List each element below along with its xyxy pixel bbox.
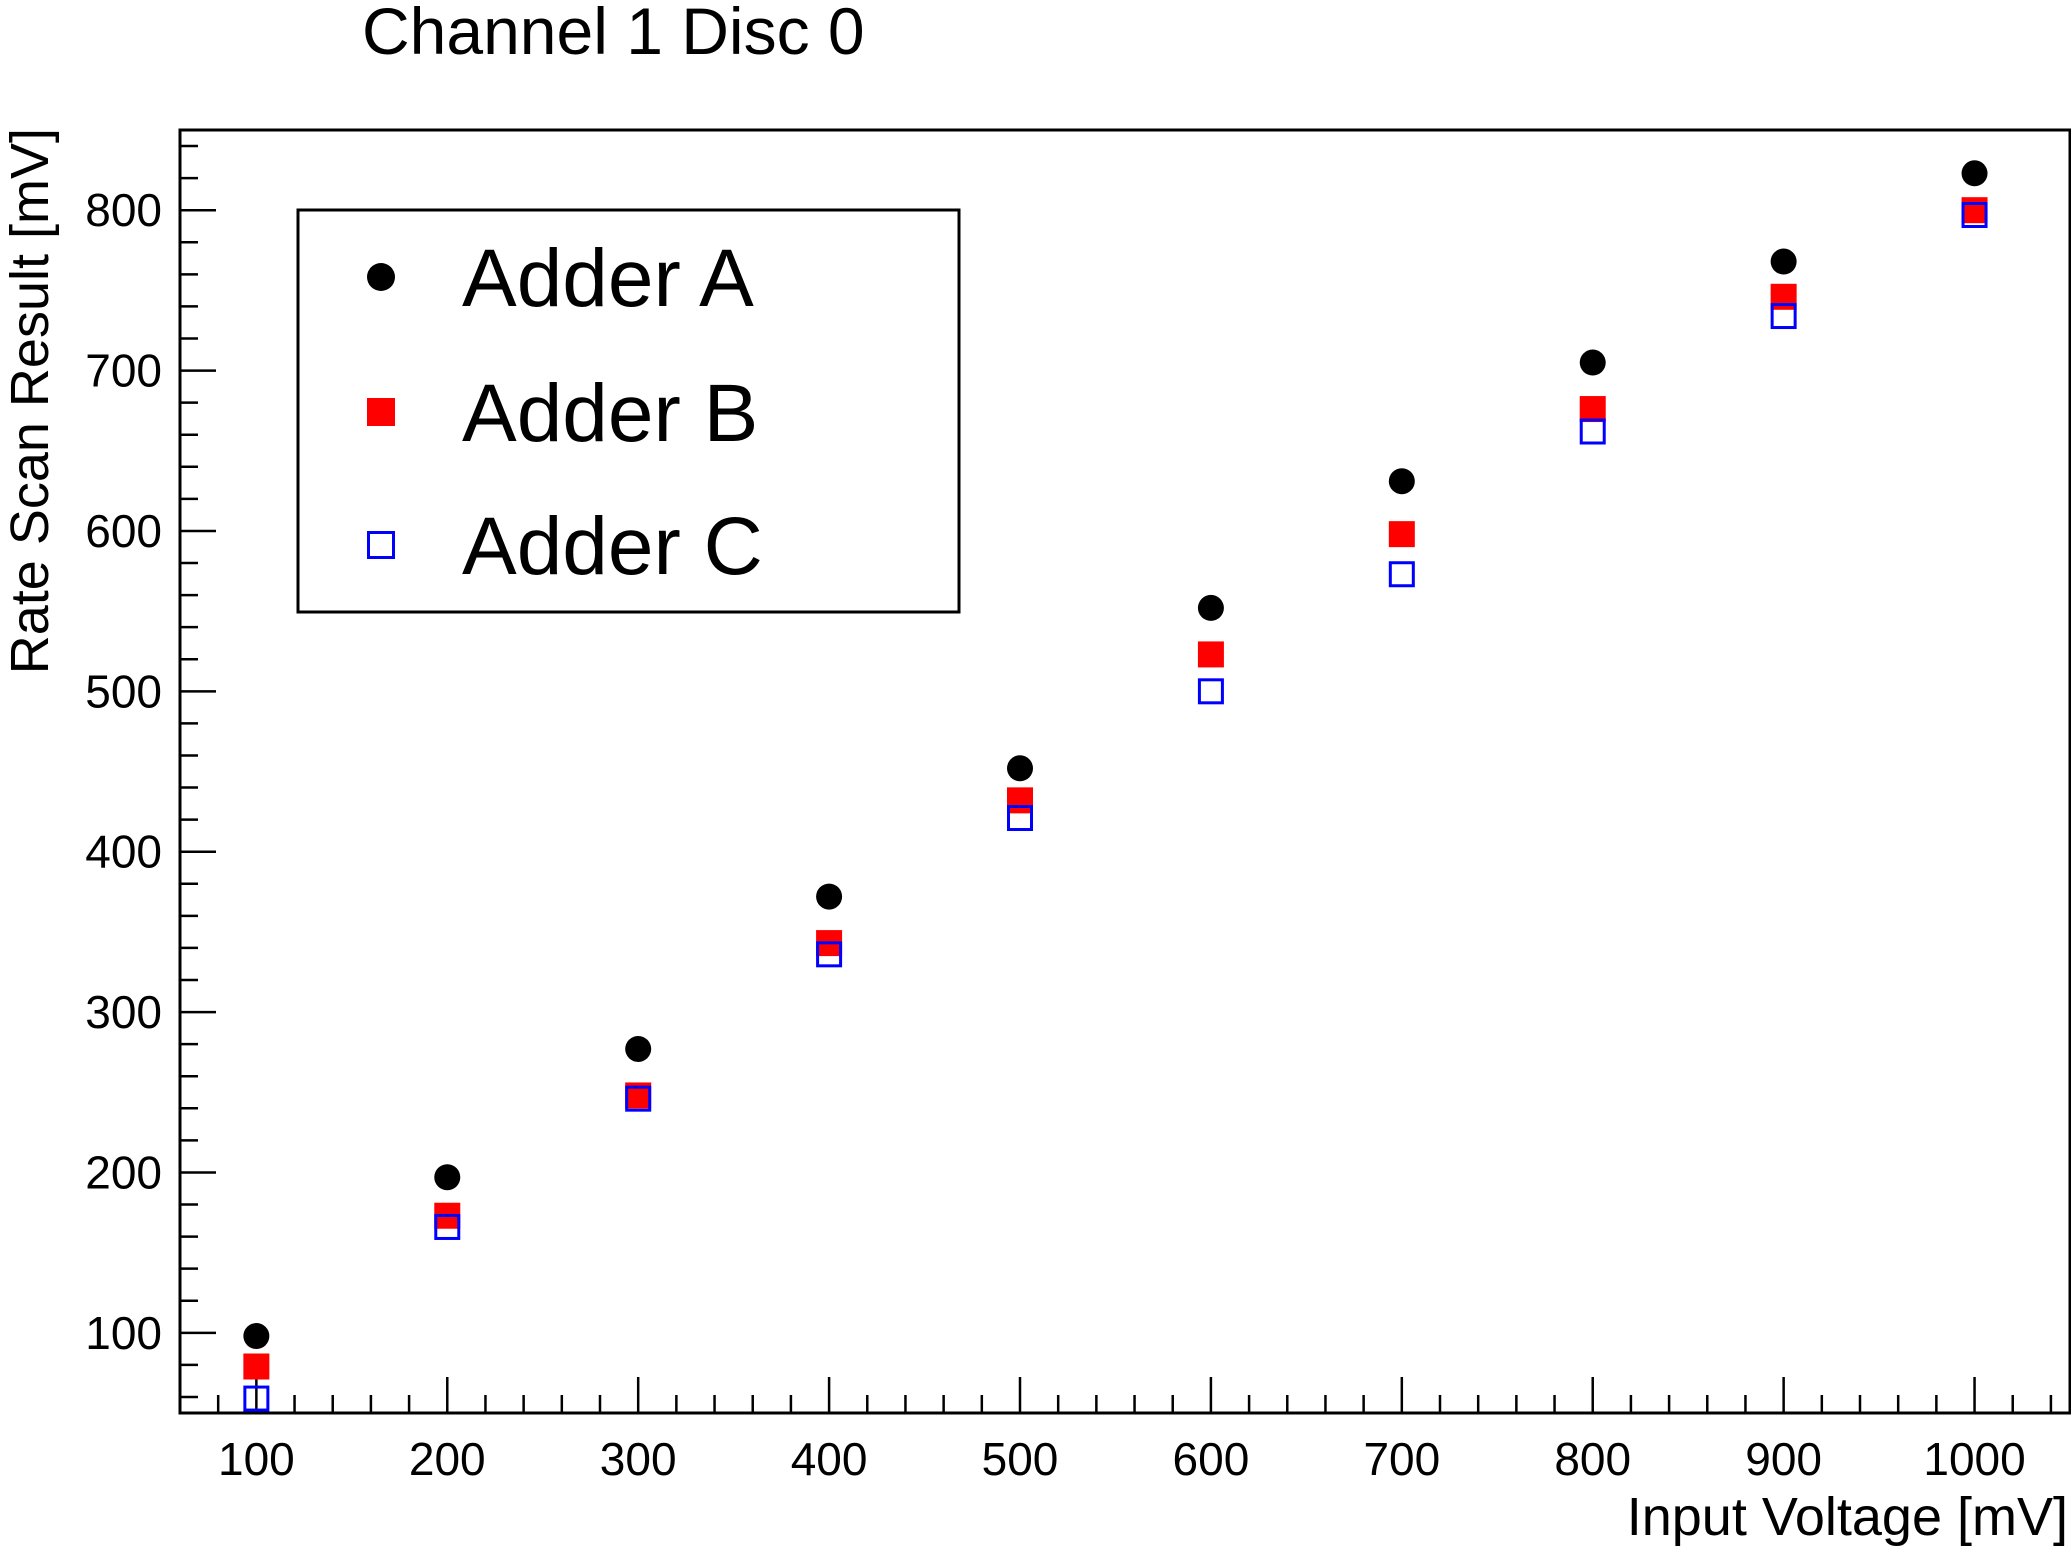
- data-point: [1197, 641, 1224, 668]
- data-point: [1007, 755, 1033, 782]
- x-tick-label: 100: [218, 1433, 295, 1485]
- data-point: [1770, 303, 1797, 330]
- x-tick-label: 300: [600, 1433, 677, 1485]
- x-tick-label: 500: [982, 1433, 1059, 1485]
- data-point: [1197, 594, 1224, 621]
- x-tick-label: 700: [1363, 1433, 1440, 1485]
- data-point: [1579, 396, 1606, 423]
- y-tick-label: 100: [85, 1307, 162, 1359]
- data-point: [816, 941, 843, 968]
- data-point: [1579, 418, 1606, 445]
- data-point: [816, 883, 843, 910]
- y-tick-label: 800: [85, 184, 162, 236]
- x-tick-label: 800: [1554, 1433, 1631, 1485]
- data-point: [1961, 201, 1988, 228]
- legend-label: Adder C: [462, 501, 763, 592]
- data-point: [625, 1085, 652, 1112]
- y-tick-label: 200: [85, 1146, 162, 1198]
- data-point: [434, 1213, 461, 1240]
- x-tick-label: 1000: [1923, 1433, 2025, 1485]
- legend-marker: [367, 398, 395, 426]
- data-point: [434, 1164, 461, 1191]
- data-point: [1388, 561, 1415, 588]
- data-points: [243, 160, 1988, 1412]
- chart-title: Channel 1 Disc 0: [362, 0, 865, 68]
- y-tick-label: 400: [85, 826, 162, 878]
- data-point: [243, 1323, 270, 1350]
- x-tick-label: 400: [791, 1433, 868, 1485]
- legend-marker: [367, 263, 395, 291]
- plot-frame: [178, 128, 2071, 1415]
- x-axis: 100 200 300 400 500 600 700 800 900 1000: [178, 1377, 2053, 1485]
- data-point: [625, 1035, 652, 1062]
- data-point: [1388, 468, 1415, 495]
- data-point: [1961, 160, 1988, 187]
- legend: Adder A Adder B Adder C: [296, 208, 961, 614]
- x-axis-title: Input Voltage [mV]: [1627, 1487, 2068, 1547]
- data-point: [1770, 248, 1797, 275]
- data-point: [1007, 787, 1033, 814]
- data-point: [243, 1353, 270, 1380]
- x-tick-label: 600: [1173, 1433, 1250, 1485]
- x-tick-label: 200: [409, 1433, 486, 1485]
- data-point: [1197, 678, 1224, 705]
- y-tick-label: 600: [85, 505, 162, 557]
- x-tick-label: 900: [1745, 1433, 1822, 1485]
- series-adder-c: [243, 201, 1988, 1412]
- y-tick-label: 300: [85, 986, 162, 1038]
- data-point: [1579, 349, 1606, 376]
- data-point: [1961, 197, 1988, 224]
- data-point: [243, 1385, 270, 1412]
- y-tick-label: 700: [85, 345, 162, 397]
- data-point: [1007, 805, 1033, 832]
- y-axis: 100 200 300 400 500 600 700 800: [85, 144, 216, 1399]
- y-tick-label: 500: [85, 665, 162, 717]
- data-point: [1388, 521, 1415, 548]
- legend-marker: [367, 531, 395, 559]
- legend-label: Adder A: [462, 233, 754, 324]
- y-axis-title: Rate Scan Result [mV]: [0, 128, 60, 674]
- legend-label: Adder B: [462, 368, 758, 459]
- series-adder-a: [243, 160, 1988, 1350]
- legend-box: [296, 208, 961, 614]
